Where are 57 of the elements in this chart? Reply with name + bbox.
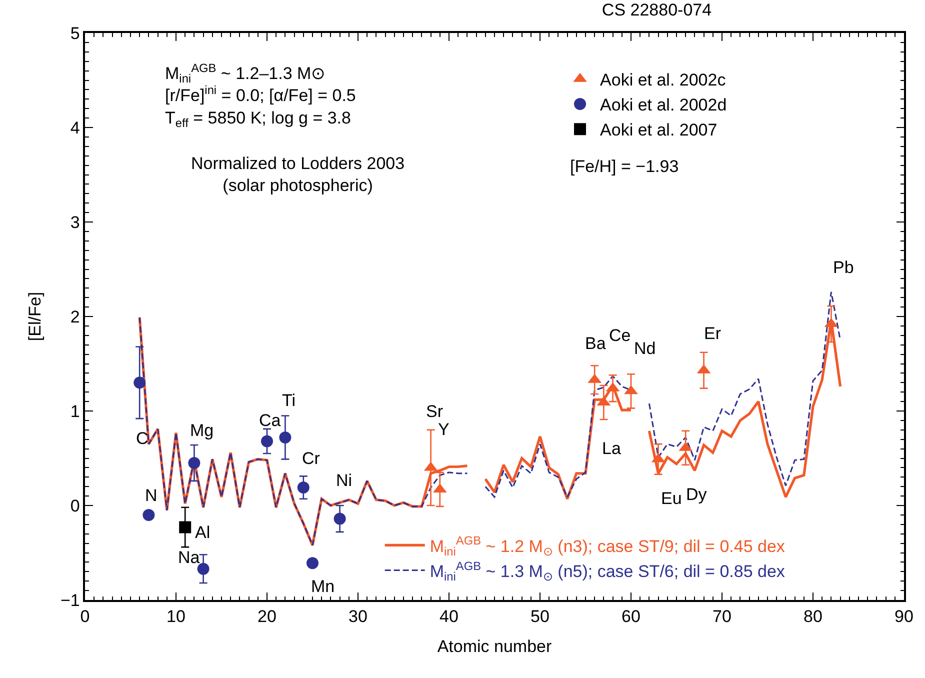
y-tick-label: 4 bbox=[70, 118, 80, 138]
point bbox=[188, 456, 200, 469]
y-tick-label: 5 bbox=[70, 24, 80, 43]
text: M$_{ini}$$^{AGB}$ ~ 1.2–1.3 M⊙ [r/Fe]$^{ini}$ = 0.0; [α/Fe] = 0.5 T$_{eff}$ = 5850 K; log g = 3.8 bbox=[165, 61, 356, 130]
legend-label: Aoki et al. 2002c bbox=[600, 70, 726, 90]
x-tick-label: 90 bbox=[894, 607, 914, 626]
annotation: [Fe/H] = −1.93 bbox=[570, 157, 679, 176]
y-tick-label: −1 bbox=[60, 590, 80, 610]
annotation: Na bbox=[178, 548, 200, 567]
annotation: Ca bbox=[259, 411, 282, 430]
annotation: Eu bbox=[661, 489, 682, 508]
annotation: Dy bbox=[686, 485, 708, 504]
annotation: Ni bbox=[336, 471, 352, 490]
point bbox=[297, 482, 310, 494]
y-tick-label: 1 bbox=[70, 402, 80, 421]
x-tick-label: 40 bbox=[440, 607, 458, 626]
x-tick-label: 80 bbox=[804, 607, 822, 626]
annotation: Er bbox=[704, 324, 722, 343]
point bbox=[142, 508, 155, 521]
x-tick-label: 50 bbox=[530, 607, 550, 626]
y-tick-label: 0 bbox=[70, 496, 80, 516]
annotation: La bbox=[602, 439, 622, 458]
point bbox=[279, 431, 292, 444]
annotation: Mn bbox=[311, 577, 335, 596]
x-tick-label: 20 bbox=[258, 607, 276, 626]
x-axis-title: Atomic number bbox=[437, 637, 552, 656]
annotation: Ba bbox=[585, 334, 606, 353]
legend-label: Aoki et al. 2007 bbox=[600, 120, 718, 140]
annotation: Ce bbox=[609, 326, 631, 345]
point bbox=[306, 557, 318, 570]
annotation: C bbox=[136, 429, 148, 448]
point bbox=[261, 435, 273, 448]
x-tick-label: 30 bbox=[348, 607, 368, 626]
x-tick-label: 70 bbox=[712, 607, 732, 626]
y-axis-title: [El/Fe] bbox=[26, 292, 45, 342]
x-tick-label: 10 bbox=[166, 607, 186, 626]
annotation: Ti bbox=[282, 391, 296, 410]
y-tick-label: 3 bbox=[70, 212, 80, 232]
annotation: Mg bbox=[190, 421, 214, 440]
annotation: Y bbox=[438, 420, 450, 439]
annotation: Normalized to Lodders 2003 (solar photospheric) bbox=[191, 154, 405, 196]
legend-label: M$_{ini}$$^{AGB}$ ~ 1.2 M$_{⊙}$ (n3); case ST/9; dil = 0.45 dex bbox=[430, 534, 786, 558]
annotation: Pb bbox=[833, 258, 854, 277]
point bbox=[197, 562, 210, 575]
annotation: Nd bbox=[634, 339, 656, 358]
x-tick-label: 60 bbox=[622, 607, 640, 626]
point bbox=[179, 521, 192, 534]
chart-title: CS 22880-074 bbox=[602, 0, 712, 20]
y-tick-label: 2 bbox=[70, 307, 80, 326]
annotation: Sr bbox=[426, 402, 444, 421]
legend-label: M$_{ini}$$^{AGB}$ ~ 1.3 M$_{⊙}$ (n5); case ST/6; dil = 0.85 dex bbox=[430, 558, 786, 584]
point bbox=[334, 512, 346, 525]
annotation: Cr bbox=[302, 449, 320, 468]
legend-label: Aoki et al. 2002d bbox=[600, 96, 727, 115]
annotation: Al bbox=[195, 523, 210, 542]
annotation: N bbox=[145, 486, 158, 505]
point bbox=[134, 376, 146, 389]
